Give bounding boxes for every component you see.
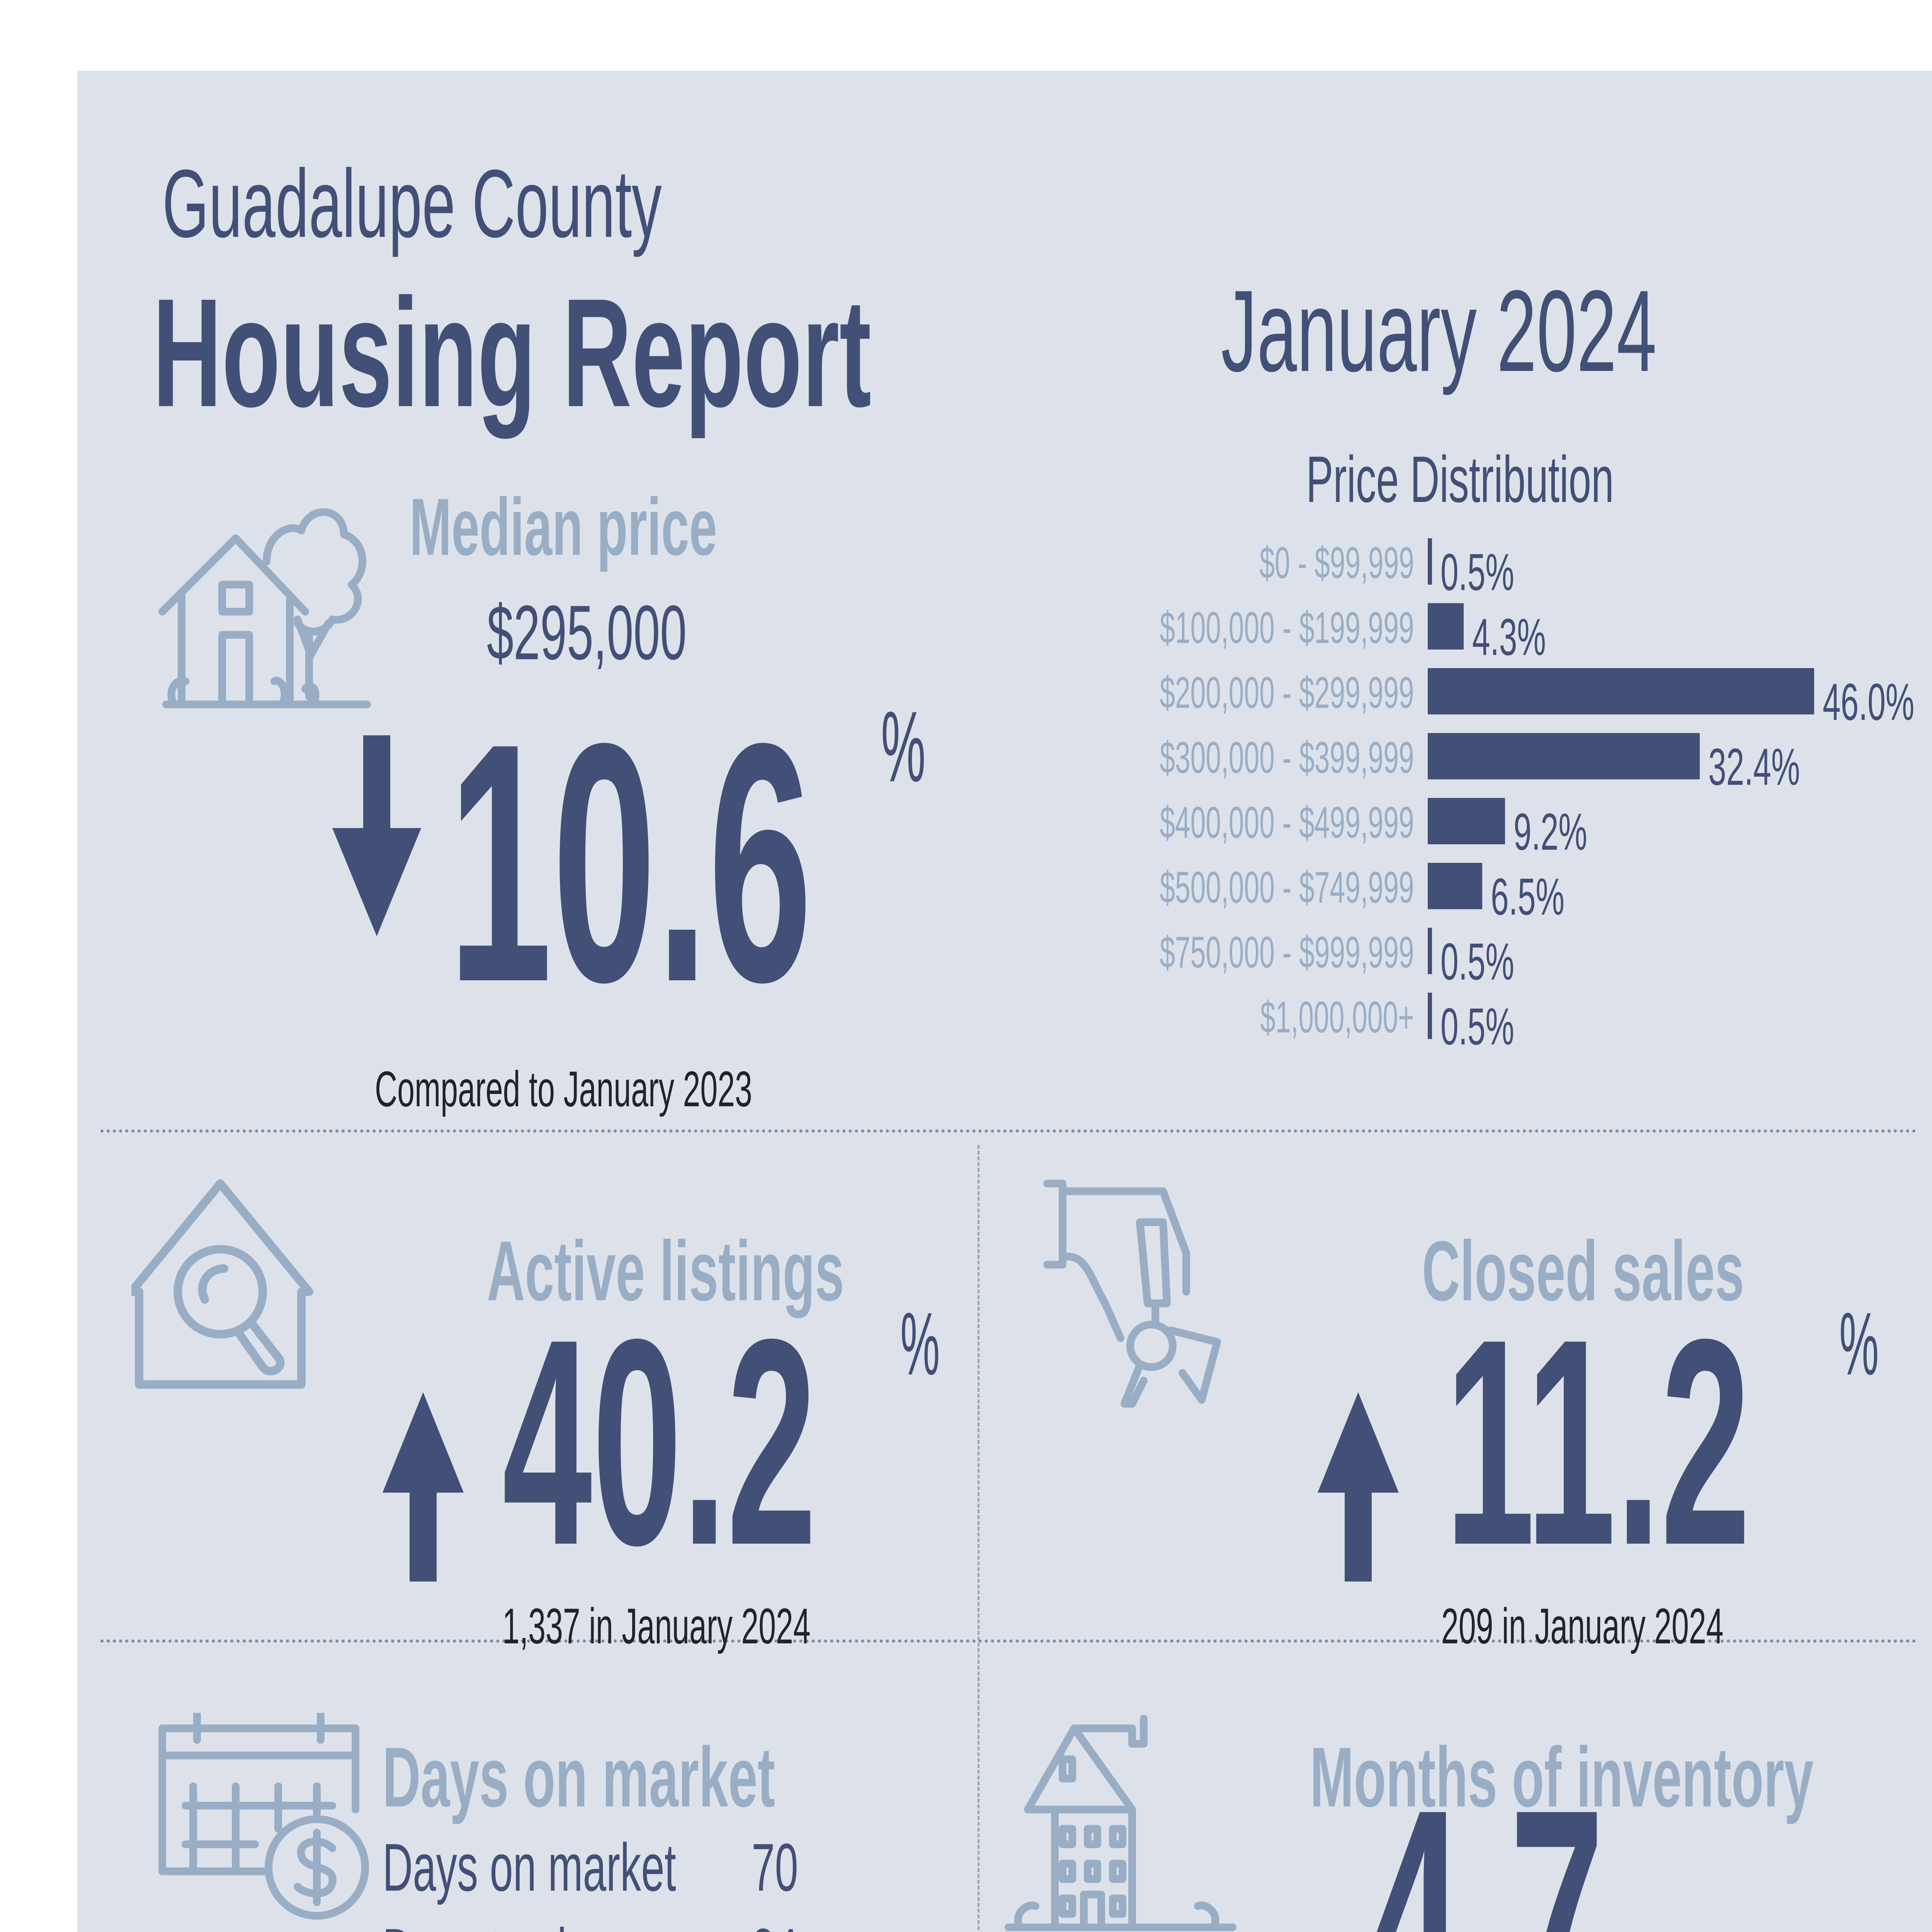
chart-plot-area: 0.5% 4.3% 46.0% 32.4% 9.2% 6.5% 0.5% 0.5% xyxy=(1428,534,1930,1114)
hand-keys-icon xyxy=(1043,1180,1221,1408)
chart-bar xyxy=(1428,603,1464,650)
median-price-label: Median price xyxy=(410,481,717,572)
days-on-market-label: Days on market xyxy=(383,1730,775,1825)
closed-sales-label: Closed sales xyxy=(1422,1223,1744,1318)
chart-title: Price Distribution xyxy=(1306,443,1614,516)
days-row-value: 70 xyxy=(752,1830,798,1905)
arrow-up-icon xyxy=(1318,1392,1399,1582)
chart-category-label: $300,000 - $399,999 xyxy=(1160,733,1414,782)
chart-data-label: 9.2% xyxy=(1514,803,1587,861)
column-divider xyxy=(978,1145,980,1932)
closed-sales-detail: 209 in January 2024 xyxy=(1441,1598,1724,1654)
median-change-value: 10.6 xyxy=(448,673,813,1053)
chart-data-label: 0.5% xyxy=(1440,997,1514,1056)
arrow-up-icon xyxy=(383,1392,464,1582)
active-listings-change: 40.2 xyxy=(502,1278,817,1606)
median-comparison: Compared to January 2023 xyxy=(375,1061,752,1117)
report-month: January 2024 xyxy=(1221,266,1657,396)
section-divider xyxy=(100,1129,1917,1133)
median-price-value: $295,000 xyxy=(487,590,687,676)
chart-category-label: $100,000 - $199,999 xyxy=(1160,603,1414,653)
chart-data-label: 0.5% xyxy=(1440,543,1514,601)
days-row-label: Days to close xyxy=(383,1914,634,1932)
chart-category-axis: $0 - $99,999 $100,000 - $199,999 $200,000 … xyxy=(1012,534,1414,1114)
chart-category-label: $750,000 - $999,999 xyxy=(1160,928,1414,977)
chart-category-label: $0 - $99,999 xyxy=(1259,538,1414,588)
days-row-value: 34 xyxy=(752,1914,798,1932)
chart-category-label: $200,000 - $299,999 xyxy=(1160,668,1414,718)
closed-sales-unit: % xyxy=(1839,1294,1879,1393)
chart-bar xyxy=(1428,668,1814,714)
section-divider xyxy=(100,1639,1917,1643)
report-title: Housing Report xyxy=(153,266,871,439)
chart-bar xyxy=(1428,993,1432,1039)
house-tree-icon xyxy=(158,508,371,708)
chart-data-label: 6.5% xyxy=(1491,867,1565,926)
county-title: Guadalupe County xyxy=(162,150,662,257)
months-inventory-label: Months of inventory xyxy=(1310,1730,1814,1825)
closed-sales-change: 11.2 xyxy=(1445,1278,1751,1606)
report-panel: Guadalupe County Housing Report January … xyxy=(77,71,1932,1932)
active-listings-label: Active listings xyxy=(487,1223,844,1318)
chart-data-label: 46.0% xyxy=(1823,673,1915,731)
chart-data-label: 32.4% xyxy=(1708,738,1800,796)
chart-category-label: $400,000 - $499,999 xyxy=(1160,798,1414,847)
chart-data-label: 0.5% xyxy=(1440,932,1514,991)
chart-data-label: 4.3% xyxy=(1472,608,1546,666)
chart-category-label: $500,000 - $749,999 xyxy=(1160,863,1414,912)
chart-bar xyxy=(1428,863,1483,909)
months-inventory-value: 4.7 xyxy=(1368,1745,1604,1932)
median-change-unit: % xyxy=(881,691,926,803)
days-row-label: Days on market xyxy=(383,1830,676,1905)
price-distribution-chart: $0 - $99,999 $100,000 - $199,999 $200,000 … xyxy=(1012,534,1932,1114)
house-search-icon xyxy=(131,1179,313,1389)
chart-bar xyxy=(1428,733,1700,779)
active-listings-unit: % xyxy=(900,1294,940,1393)
chart-category-label: $1,000,000+ xyxy=(1260,993,1414,1042)
calendar-dollar-icon xyxy=(158,1713,369,1920)
chart-bar xyxy=(1428,538,1432,585)
multistory-house-icon xyxy=(1005,1715,1236,1931)
chart-bar xyxy=(1428,798,1505,844)
chart-bar xyxy=(1428,928,1432,974)
active-listings-detail: 1,337 in January 2024 xyxy=(502,1598,811,1654)
arrow-down-icon xyxy=(332,735,421,936)
